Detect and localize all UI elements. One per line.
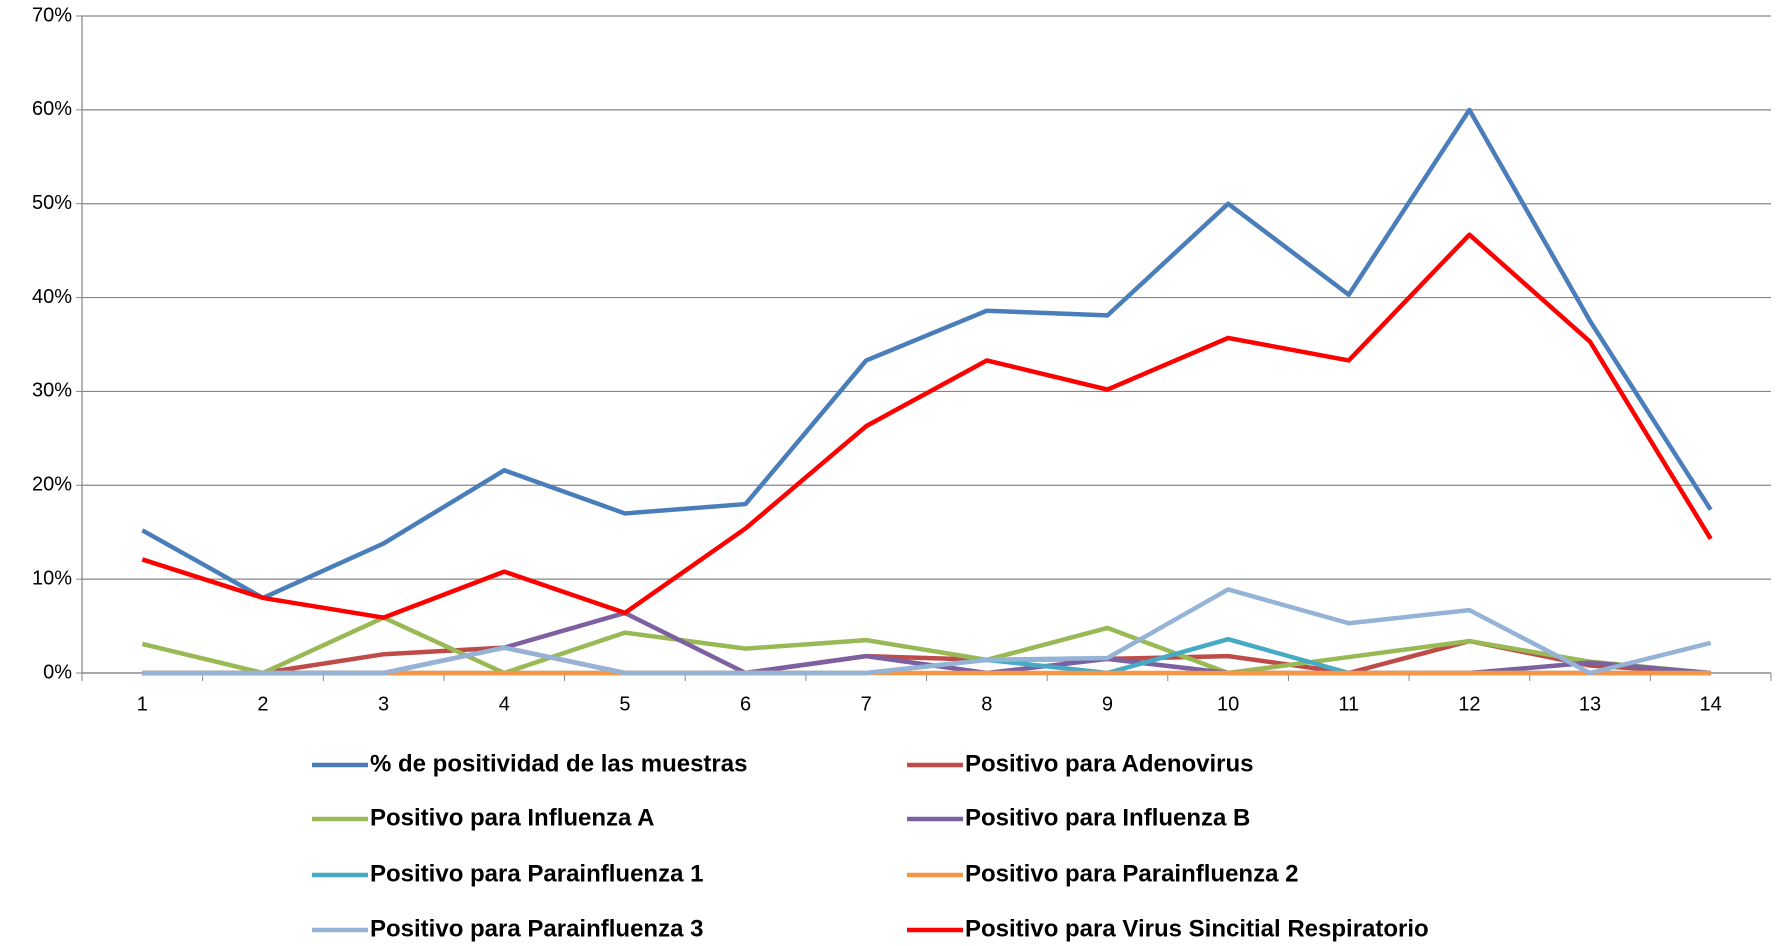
legend-label: Positivo para Influenza B bbox=[965, 804, 1250, 831]
y-tick-label: 20% bbox=[32, 474, 72, 496]
legend-label: % de positividad de las muestras bbox=[370, 750, 747, 777]
y-tick-label: 10% bbox=[32, 567, 72, 589]
x-tick-label: 10 bbox=[1217, 693, 1239, 715]
x-tick-label: 13 bbox=[1579, 693, 1601, 715]
x-tick-label: 7 bbox=[861, 693, 872, 715]
x-tick-label: 12 bbox=[1458, 693, 1480, 715]
x-tick-label: 5 bbox=[619, 693, 630, 715]
x-tick-label: 3 bbox=[378, 693, 389, 715]
y-tick-label: 70% bbox=[32, 4, 72, 26]
y-tick-label: 30% bbox=[32, 380, 72, 402]
series-line bbox=[141, 107, 1713, 601]
legend-label: Positivo para Virus Sincitial Respirator… bbox=[965, 915, 1429, 942]
legend-label: Positivo para Parainfluenza 2 bbox=[965, 860, 1298, 887]
x-tick-label: 9 bbox=[1102, 693, 1113, 715]
x-tick-label: 2 bbox=[257, 693, 268, 715]
legend-label: Positivo para Parainfluenza 3 bbox=[370, 915, 703, 942]
x-tick-label: 14 bbox=[1700, 693, 1722, 715]
y-tick-label: 50% bbox=[32, 192, 72, 214]
series-line bbox=[141, 232, 1713, 620]
x-tick-label: 6 bbox=[740, 693, 751, 715]
series-line bbox=[141, 615, 1711, 676]
legend-label: Positivo para Adenovirus bbox=[965, 750, 1254, 777]
x-tick-label: 11 bbox=[1338, 693, 1359, 715]
y-tick-label: 60% bbox=[32, 98, 72, 120]
y-tick-label: 40% bbox=[32, 286, 72, 308]
x-tick-label: 8 bbox=[981, 693, 992, 715]
y-tick-label: 0% bbox=[43, 661, 72, 683]
legend-label: Positivo para Influenza A bbox=[370, 804, 655, 831]
series-line bbox=[142, 587, 1712, 676]
series-line bbox=[142, 638, 1711, 676]
x-tick-label: 1 bbox=[137, 693, 148, 715]
x-tick-label: 4 bbox=[499, 693, 510, 715]
legend-label: Positivo para Parainfluenza 1 bbox=[370, 860, 703, 887]
